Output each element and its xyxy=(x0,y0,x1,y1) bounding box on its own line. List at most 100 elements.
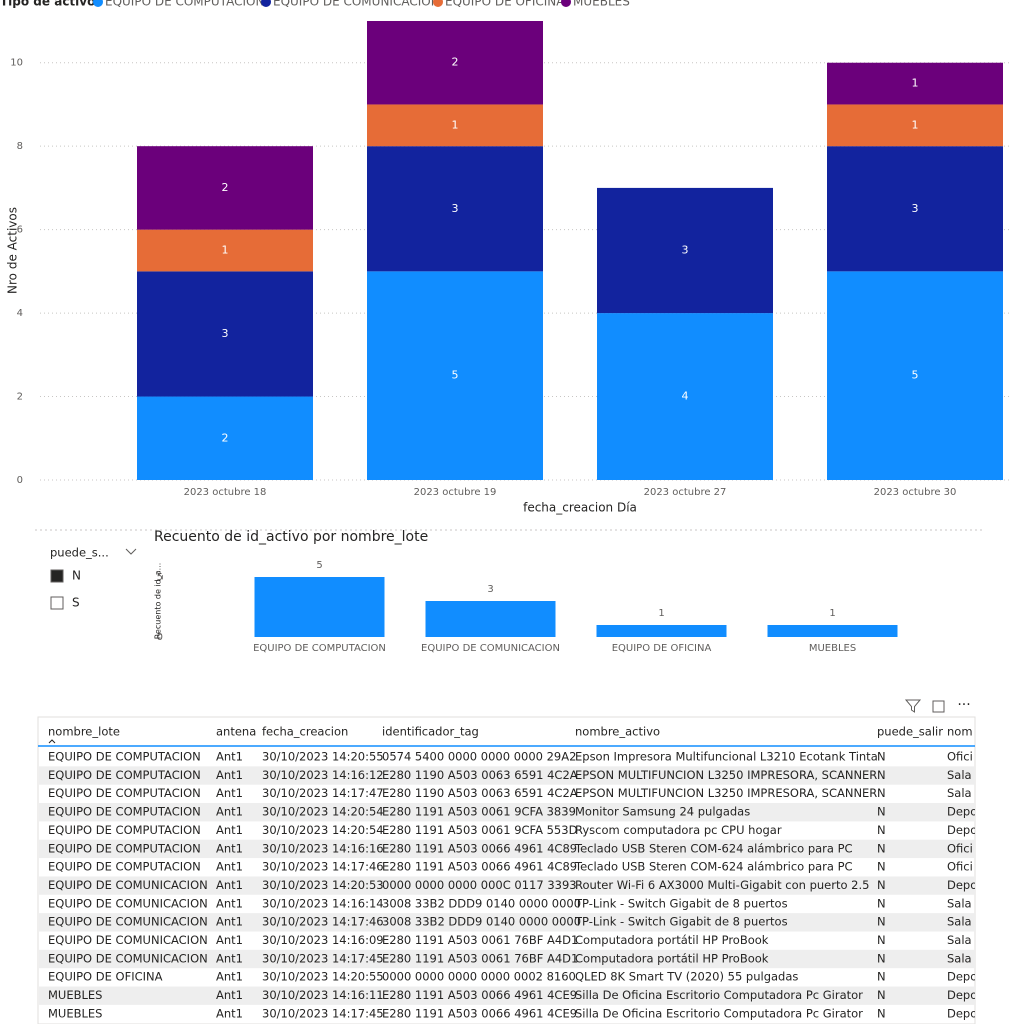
table-cell: MUEBLES xyxy=(48,1006,102,1020)
row-band xyxy=(39,876,975,895)
data-label: 2 xyxy=(452,56,459,69)
table-cell: 30/10/2023 14:16:16 xyxy=(262,841,384,855)
bar xyxy=(596,625,727,637)
table-cell: N xyxy=(877,750,886,764)
table-cell: Computadora portátil HP ProBook xyxy=(575,933,769,947)
y-tick-label: 0 xyxy=(157,632,163,643)
data-label: 1 xyxy=(452,118,459,131)
x-tick-label: EQUIPO DE OFICINA xyxy=(612,643,712,654)
row-band xyxy=(39,839,975,859)
table-cell: Depo xyxy=(947,823,977,837)
table-cell: Depo xyxy=(947,1006,977,1020)
legend-swatch xyxy=(561,0,571,7)
bar-segment xyxy=(597,187,773,314)
focus-icon[interactable] xyxy=(932,700,945,713)
table-cell: MUEBLES xyxy=(48,988,102,1002)
table-cell: E280 1191 A503 0061 76BF A4D1 xyxy=(382,933,578,947)
data-label: 1 xyxy=(912,77,919,90)
table-cell: Ant1 xyxy=(216,860,243,874)
filter-icon[interactable] xyxy=(904,699,922,713)
bar-segment xyxy=(827,62,1003,105)
table-cell: Depo xyxy=(947,988,977,1002)
legend-label: EQUIPO DE COMPUTACION xyxy=(105,0,264,9)
table-cell: N xyxy=(877,860,886,874)
table-cell: 30/10/2023 14:16:14 xyxy=(262,896,384,910)
slicer-option: N xyxy=(72,569,81,583)
table-cell: N xyxy=(877,988,886,1002)
table-cell: EQUIPO DE COMPUTACION xyxy=(48,750,201,764)
table-cell: N xyxy=(877,768,886,782)
table-cell: 3008 33B2 DDD9 0140 0000 0000 xyxy=(382,915,581,929)
table-cell: 0000 0000 0000 0000 0002 8160 xyxy=(382,970,576,984)
column-header: puede_salir xyxy=(877,725,943,739)
table-cell: Silla De Oficina Escritorio Computadora … xyxy=(575,988,863,1002)
chart-title: Recuento de id_activo por nombre_lote xyxy=(154,529,428,545)
table-cell: N xyxy=(877,786,886,800)
table-cell: E280 1190 A503 0063 6591 4C2A xyxy=(382,768,578,782)
data-label: 1 xyxy=(829,608,835,619)
table-cell: Ofici xyxy=(947,841,973,855)
legend-swatch xyxy=(93,0,103,7)
slicer-checkbox[interactable] xyxy=(50,596,64,610)
x-axis-title: fecha_creacion Día xyxy=(523,501,637,515)
slicer-checkbox[interactable] xyxy=(50,569,64,583)
table-cell: N xyxy=(877,878,886,892)
table-cell: EQUIPO DE COMPUTACION xyxy=(48,768,201,782)
table-cell: 30/10/2023 14:16:11 xyxy=(262,988,384,1002)
table-cell: EQUIPO DE COMPUTACION xyxy=(48,860,201,874)
bar-segment xyxy=(137,146,313,230)
table-cell: Computadora portátil HP ProBook xyxy=(575,951,769,965)
row-band xyxy=(39,949,975,969)
table-cell: Monitor Samsung 24 pulgadas xyxy=(575,805,750,819)
data-label: 1 xyxy=(912,118,919,131)
bar-segment xyxy=(827,104,1003,147)
table: nombre_lote antena fecha_creacion identific… xyxy=(38,725,977,1020)
data-label: 5 xyxy=(452,369,459,382)
table-cell: Sala xyxy=(947,768,972,782)
bar xyxy=(767,625,898,637)
bar xyxy=(254,577,385,637)
table-cell: 30/10/2023 14:17:46 xyxy=(262,860,384,874)
table-cell: 0574 5400 0000 0000 0000 29A2 xyxy=(382,750,576,764)
y-axis-title: Nro de Activos xyxy=(6,207,20,294)
more-icon[interactable]: ··· xyxy=(957,697,970,713)
x-tick-label: 2023 octubre 27 xyxy=(644,487,727,498)
y-tick-label: 8 xyxy=(17,141,23,152)
data-label: 3 xyxy=(912,202,919,215)
table-cell: Ofici xyxy=(947,750,973,764)
column-header: nom xyxy=(947,725,973,739)
row-band xyxy=(39,766,975,785)
x-tick-label: 2023 octubre 30 xyxy=(874,487,957,498)
slicer-chevron[interactable] xyxy=(125,548,137,555)
bar xyxy=(425,601,556,637)
slicer-title[interactable]: puede_s... xyxy=(50,546,109,560)
bar-segment xyxy=(827,271,1003,480)
table-cell: EQUIPO DE COMUNICACION xyxy=(48,896,208,910)
data-label: 3 xyxy=(222,327,229,340)
bar-segment xyxy=(367,146,543,272)
table-cell: N xyxy=(877,933,886,947)
table-cell: N xyxy=(877,915,886,929)
data-label: 1 xyxy=(222,244,229,257)
table-cell: EPSON MULTIFUNCION L3250 IMPRESORA, SCAN… xyxy=(575,786,877,800)
table-cell: Depo xyxy=(947,805,977,819)
table-cell: Ant1 xyxy=(216,933,243,947)
table-cell: E280 1191 A503 0061 76BF A4D1 xyxy=(382,951,578,965)
table-cell: Ant1 xyxy=(216,970,243,984)
table-cell: 30/10/2023 14:20:55 xyxy=(262,970,384,984)
data-label: 3 xyxy=(487,584,493,595)
bar-segment xyxy=(367,271,543,480)
table-cell: E280 1191 A503 0061 9CFA 3839 xyxy=(382,805,576,819)
y-tick-label: 10 xyxy=(10,58,23,69)
column-header: nombre_activo xyxy=(575,725,660,739)
column-header: nombre_lote xyxy=(48,725,120,739)
table-cell: 30/10/2023 14:17:47 xyxy=(262,786,384,800)
x-tick-label: MUEBLES xyxy=(809,643,856,654)
table-cell: Depo xyxy=(947,878,977,892)
table-cell: Epson Impresora Multifuncional L3210 Eco… xyxy=(575,750,878,764)
bar-segment xyxy=(367,104,543,147)
sort-arrow xyxy=(48,739,56,744)
table-cell: TP-Link - Switch Gigabit de 8 puertos xyxy=(574,896,788,910)
table-cell: EQUIPO DE COMPUTACION xyxy=(48,786,201,800)
